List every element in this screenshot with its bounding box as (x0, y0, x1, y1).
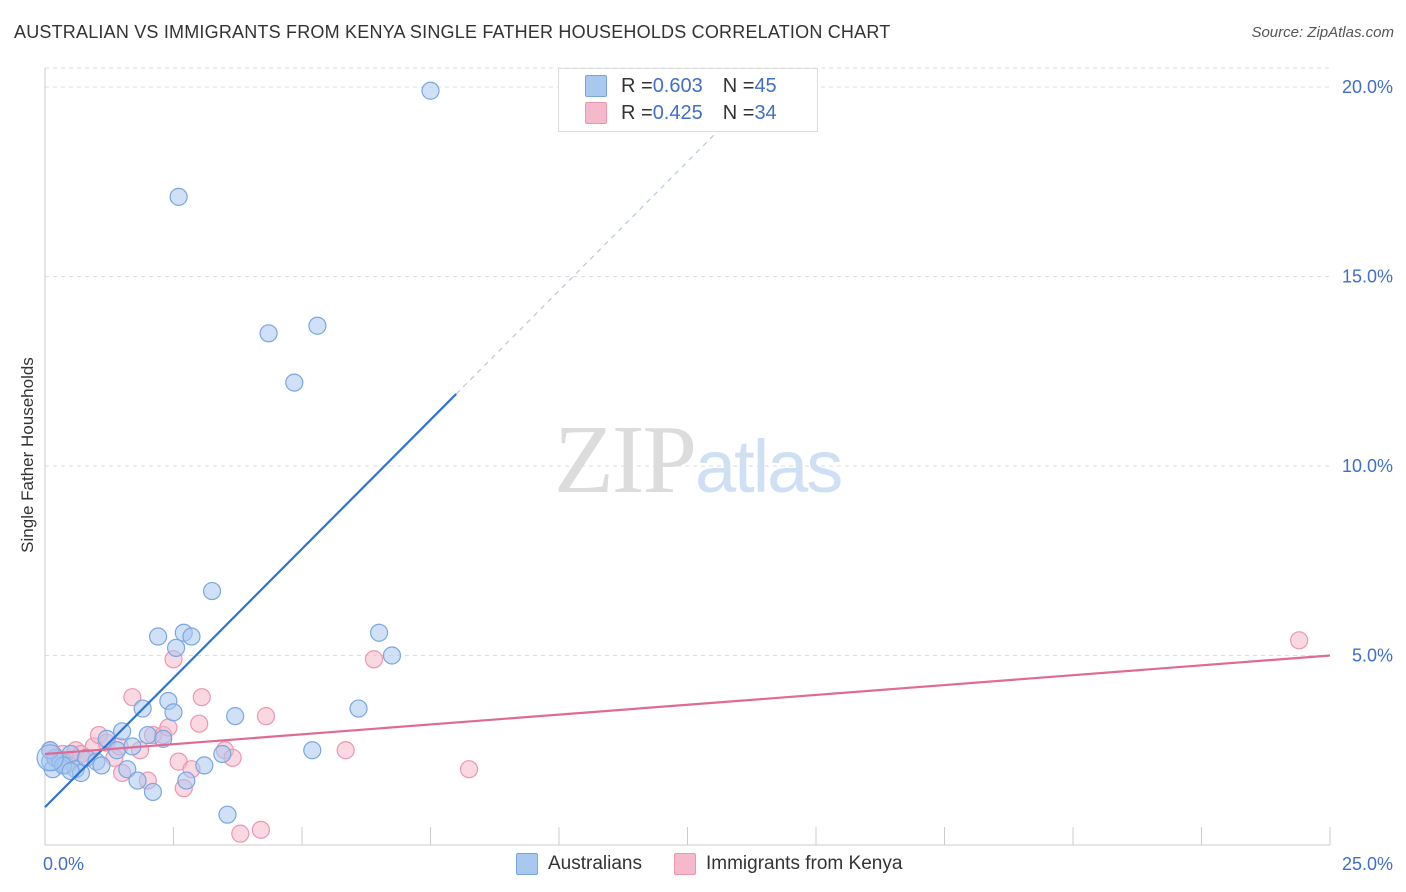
chart-title: AUSTRALIAN VS IMMIGRANTS FROM KENYA SING… (14, 22, 891, 42)
data-point-kenya (192, 688, 211, 707)
data-point-australians (421, 81, 440, 100)
data-point-australians (303, 741, 322, 760)
stats-legend: R = 0.603 N = 45 R = 0.425 N = 34 (558, 68, 818, 132)
x-tick-label-max: 25.0% (1342, 854, 1393, 874)
data-point-kenya (231, 824, 250, 843)
trend-line-kenya (44, 654, 1331, 756)
data-point-kenya (123, 688, 142, 707)
data-point-australians (112, 722, 132, 741)
axes (44, 68, 1331, 846)
data-point-australians (154, 729, 173, 748)
data-point-australians (382, 646, 402, 665)
data-point-australians (202, 581, 222, 601)
data-point-kenya (364, 650, 384, 669)
data-point-australians (164, 703, 183, 722)
data-point-australians (349, 699, 368, 718)
trend-line-australians (44, 393, 457, 808)
data-point-australians (166, 638, 186, 658)
data-point-australians (92, 756, 111, 775)
data-point-cluster (36, 744, 64, 772)
data-point-australians (226, 707, 245, 726)
data-point-australians (285, 373, 304, 392)
y-tick-label: 15.0% (1342, 266, 1393, 286)
source-label: Source: ZipAtlas.com (1251, 24, 1394, 41)
legend-swatch-australians (585, 75, 607, 97)
data-point-australians (143, 782, 163, 802)
legend-n-value: 45 (754, 74, 777, 97)
legend-swatch-australians (516, 853, 538, 875)
legend-swatch-kenya (585, 102, 607, 124)
legend-n-value: 34 (754, 101, 777, 124)
data-point-australians (118, 760, 137, 779)
tick-labels: 5.0% 10.0% 15.0% 20.0% 0.0% 25.0% (43, 77, 1393, 874)
data-point-australians (308, 316, 327, 335)
data-point-australians (213, 744, 232, 764)
legend-label-kenya: Immigrants from Kenya (706, 853, 903, 874)
y-tick-label: 10.0% (1342, 456, 1393, 476)
x-tick-label-min: 0.0% (43, 854, 84, 874)
legend-row-australians: R = 0.603 N = 45 (585, 73, 777, 99)
data-point-australians (195, 756, 214, 775)
data-point-kenya (459, 760, 479, 779)
data-point-kenya (256, 707, 276, 726)
data-point-australians (169, 187, 188, 206)
series-legend: Australians Immigrants from Kenya (516, 851, 934, 877)
legend-n-label: N = (722, 74, 755, 97)
data-point-australians (97, 729, 116, 748)
legend-r-label: R = (621, 74, 653, 97)
gridlines (45, 67, 1330, 656)
legend-r-label: R = (621, 101, 653, 124)
legend-label-australians: Australians (548, 853, 642, 874)
data-point-australians (138, 725, 157, 745)
y-tick-label: 5.0% (1352, 645, 1393, 665)
series-australians-points (36, 81, 440, 824)
data-point-australians (259, 324, 278, 343)
legend-n-label: N = (722, 101, 755, 124)
legend-item-australians[interactable]: Australians (516, 853, 642, 875)
legend-swatch-kenya (674, 853, 696, 875)
legend-r-value: 0.425 (652, 101, 703, 124)
data-point-australians (128, 771, 147, 790)
trend-line-australians-extension (455, 124, 724, 395)
data-point-australians (107, 741, 127, 760)
legend-r-value: 0.603 (652, 74, 703, 97)
data-point-kenya (190, 714, 209, 733)
data-point-australians (177, 771, 196, 790)
y-tick-label: 20.0% (1342, 77, 1393, 97)
trend-lines (44, 124, 1331, 808)
data-point-kenya (336, 741, 355, 760)
data-point-kenya (1290, 631, 1309, 650)
data-point-australians (218, 805, 237, 824)
data-point-australians (182, 627, 201, 646)
data-point-australians (370, 623, 389, 642)
data-point-australians (61, 761, 80, 781)
legend-row-kenya: R = 0.425 N = 34 (585, 100, 777, 126)
data-point-kenya (251, 820, 270, 839)
data-point-australians (148, 627, 168, 646)
legend-item-kenya[interactable]: Immigrants from Kenya (674, 853, 902, 875)
